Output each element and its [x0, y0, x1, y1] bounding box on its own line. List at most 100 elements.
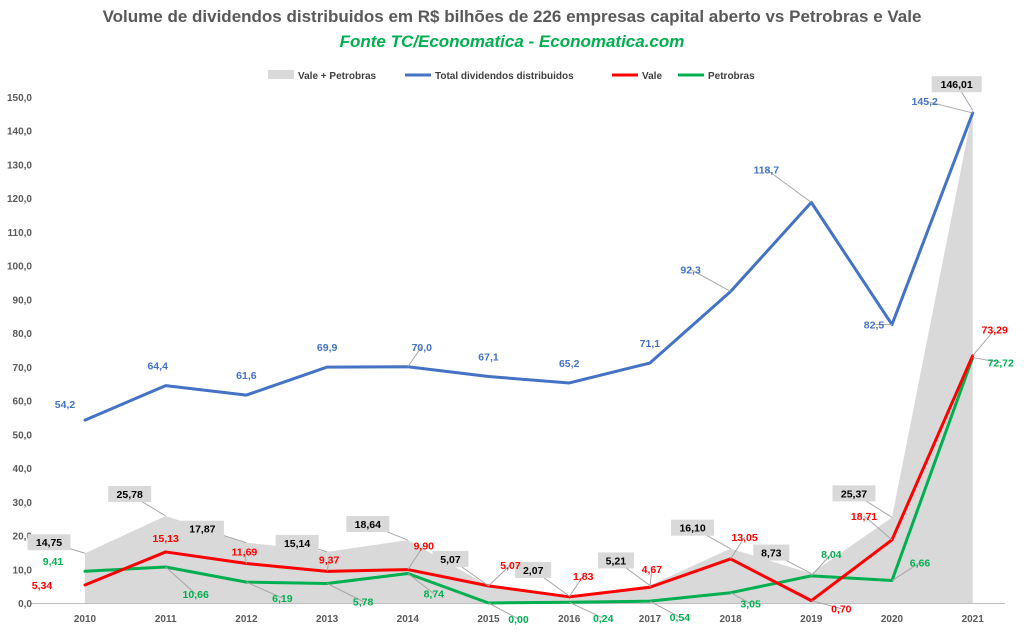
- legend-label: Vale + Petrobras: [298, 71, 377, 82]
- data-label-box: [180, 520, 224, 537]
- label-leader-line: [891, 562, 921, 581]
- x-tick-label: 2017: [639, 614, 662, 625]
- data-label-total: 92,3: [680, 264, 701, 276]
- data-label-petrobras: 0,00: [508, 614, 529, 626]
- y-tick-label: 10,0: [13, 565, 33, 576]
- y-tick-label: 120,0: [7, 194, 32, 205]
- plot-area: 0,0 10,0 20,0 30,0 40,0 50,0 60,0 70,0 80,0 90,0 1…: [7, 76, 1014, 626]
- data-label-vale: 18,71: [851, 511, 877, 523]
- label-leader-line: [810, 553, 832, 577]
- label-leader-line: [488, 564, 511, 587]
- data-label-petrobras: 5,78: [353, 596, 374, 608]
- label-leader-line: [690, 269, 731, 292]
- data-label-vale: 11,69: [232, 547, 258, 559]
- data-label-total: 64,4: [147, 361, 168, 373]
- data-label-petrobras: 72,72: [988, 358, 1014, 370]
- data-label-vale: 1,83: [573, 571, 594, 583]
- data-label-total: 61,6: [236, 370, 257, 382]
- data-label-vale-petrobras: 8,73: [761, 548, 782, 560]
- x-tick-label: 2018: [719, 614, 742, 625]
- data-label-vale-petrobras: 16,10: [679, 523, 705, 535]
- label-leader-line: [766, 168, 812, 203]
- data-label-total: 71,1: [640, 338, 661, 350]
- x-tick-label: 2014: [397, 614, 420, 625]
- chart-title: Volume de dividendos distribuidos em R$ …: [102, 7, 922, 26]
- x-tick-label: 2019: [800, 614, 823, 625]
- data-label-total: 65,2: [559, 358, 580, 370]
- label-leader-line: [488, 602, 519, 620]
- data-label-box: [671, 519, 715, 536]
- data-label-petrobras: 6,19: [272, 593, 293, 605]
- label-leader-line: [326, 559, 330, 572]
- label-leader-line: [568, 601, 604, 619]
- data-label-petrobras: 8,04: [821, 549, 842, 561]
- data-label-vale-petrobras: 5,07: [440, 554, 461, 566]
- data-label-vale-petrobras: 15,14: [284, 538, 310, 550]
- data-label-petrobras: 10,66: [183, 589, 209, 601]
- y-tick-label: 70,0: [13, 363, 33, 374]
- y-tick-label: 130,0: [7, 160, 32, 171]
- data-label-petrobras: 8,74: [424, 589, 445, 601]
- data-label-box: [832, 485, 876, 502]
- label-leader-line: [972, 329, 996, 356]
- label-leader-line: [407, 346, 423, 368]
- data-label-petrobras: 9,41: [43, 556, 64, 568]
- y-tick-label: 90,0: [13, 295, 33, 306]
- data-label-vale: 73,29: [982, 325, 1008, 337]
- x-tick-label: 2012: [235, 614, 258, 625]
- y-tick-label: 80,0: [13, 329, 33, 340]
- x-tick-label: 2013: [316, 614, 339, 625]
- legend: Vale + Petrobras Total dividendos distrib…: [268, 70, 755, 82]
- x-tick-label: 2016: [558, 614, 581, 625]
- x-tick-label: 2021: [962, 614, 985, 625]
- y-tick-label: 60,0: [13, 397, 33, 408]
- legend-label: Petrobras: [708, 71, 755, 82]
- label-leader-line: [924, 100, 973, 114]
- data-label-box: [346, 516, 390, 533]
- y-tick-label: 30,0: [13, 498, 33, 509]
- data-label-vale-petrobras: 5,21: [606, 555, 627, 567]
- label-leader-line: [972, 357, 1001, 364]
- data-label-box: [515, 562, 552, 579]
- data-label-vale-petrobras: 146,01: [941, 79, 973, 91]
- data-label-vale: 9,90: [414, 541, 435, 553]
- series-line-total: [83, 111, 975, 422]
- y-tick-label: 100,0: [7, 262, 32, 273]
- data-label-petrobras: 0,54: [670, 612, 691, 624]
- legend-swatch: [268, 70, 294, 79]
- data-label-vale-petrobras: 25,37: [841, 488, 867, 500]
- y-tick-label: 20,0: [13, 532, 33, 543]
- data-label-total: 54,2: [55, 399, 76, 411]
- data-label-total: 82,5: [864, 320, 885, 332]
- data-label-vale: 4,67: [642, 564, 663, 576]
- chart-subtitle: Fonte TC/Economatica - Economatica.com: [339, 32, 685, 51]
- y-tick-label: 110,0: [8, 228, 33, 239]
- data-label-box: [108, 485, 152, 502]
- data-label-vale: 15,13: [153, 533, 179, 545]
- label-leader-line: [811, 600, 842, 610]
- label-leader-line: [407, 573, 435, 594]
- data-label-box: [275, 534, 319, 551]
- x-tick-label: 2020: [881, 614, 904, 625]
- data-label-total: 69,9: [317, 342, 338, 354]
- y-tick-label: 40,0: [13, 464, 33, 475]
- data-label-total: 67,1: [478, 352, 499, 364]
- data-label-box: [597, 552, 634, 569]
- data-label-vale: 13,05: [731, 532, 757, 544]
- label-leader-line: [863, 515, 893, 541]
- data-label-box: [27, 534, 71, 551]
- data-label-vale-petrobras: 17,87: [189, 524, 215, 536]
- y-tick-label: 50,0: [13, 430, 33, 441]
- data-label-vale: 5,34: [32, 580, 53, 592]
- data-label-total: 145,2: [912, 96, 938, 108]
- label-leader-line: [246, 581, 283, 599]
- data-label-total: 118,7: [753, 164, 779, 176]
- x-tick-label: 2010: [74, 614, 97, 625]
- label-leader-line: [407, 545, 425, 570]
- data-label-box: [432, 550, 469, 567]
- label-leader-line: [165, 566, 197, 595]
- data-label-vale: 0,70: [831, 604, 852, 616]
- label-leader-line: [649, 600, 681, 618]
- label-leader-line: [649, 569, 653, 588]
